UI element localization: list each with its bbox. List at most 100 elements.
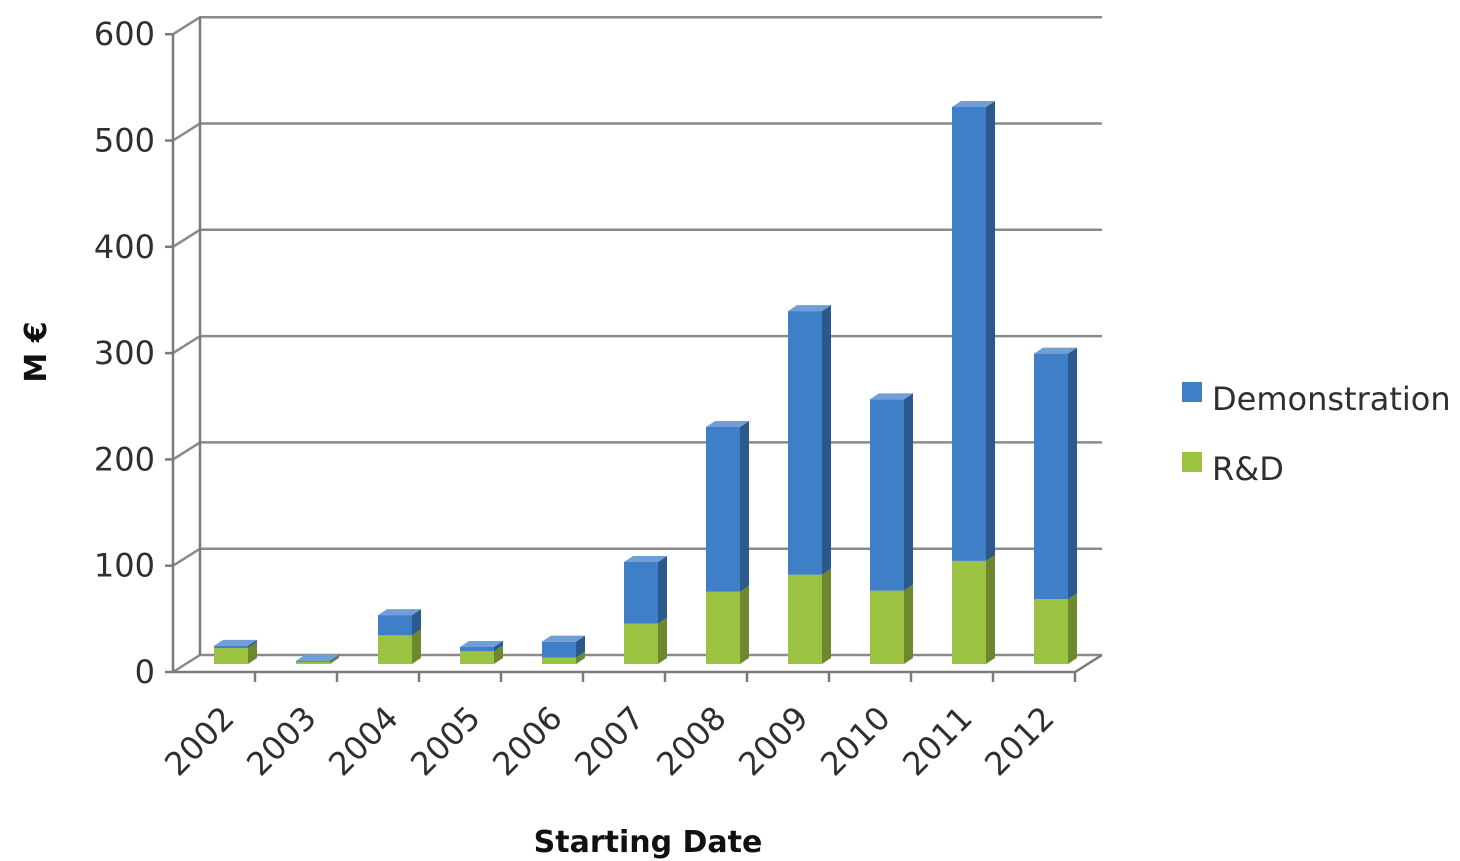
bar-demonstration-2003: [296, 654, 339, 662]
x-tick-label: 2012: [977, 699, 1061, 783]
bar-top-face: [952, 100, 995, 107]
bar-side-face: [576, 651, 585, 664]
y-tick-label: 200: [94, 440, 155, 478]
bar-demonstration-2008: [706, 420, 749, 592]
y-tick-label: 0: [135, 653, 155, 691]
bar-demonstration-2007: [624, 555, 667, 624]
bar-front-face: [870, 399, 904, 591]
legend-item: R&D: [1182, 450, 1284, 488]
x-tick-label: 2010: [813, 699, 897, 783]
bar-demonstration-2004: [378, 609, 421, 636]
bar-demonstration-2005: [460, 640, 503, 652]
x-tick-label: 2011: [895, 699, 979, 783]
bar-top-face: [378, 609, 421, 616]
gridline: [172, 15, 1102, 36]
bar-r-d-2009: [788, 568, 831, 664]
bar-front-face: [460, 646, 494, 652]
bar-front-face: [952, 560, 986, 664]
axes: [165, 17, 1103, 682]
bar-side-face: [412, 609, 421, 636]
x-tick-label: 2002: [157, 699, 241, 783]
bar-side-face: [904, 584, 913, 664]
y-axis-tick-labels: 0 100 200 300 400 500 600: [94, 15, 155, 691]
bar-r-d-2008: [706, 585, 749, 664]
legend-item: Demonstration: [1182, 380, 1451, 418]
x-tick-label: 2004: [321, 699, 405, 783]
x-tick-label: 2005: [403, 699, 487, 783]
bar-front-face: [788, 311, 822, 575]
bar-side-face: [740, 585, 749, 664]
x-axis-title: Starting Date: [534, 825, 763, 860]
x-tick-label: 2003: [239, 699, 323, 783]
bar-side-face: [494, 640, 503, 652]
bar-side-face: [822, 305, 831, 575]
x-tick-label: 2007: [567, 699, 651, 783]
x-tick-label: 2009: [731, 699, 815, 783]
bar-demonstration-2010: [870, 393, 913, 591]
bar-side-face: [904, 393, 913, 591]
bar-front-face: [378, 615, 412, 636]
bar-front-face: [378, 635, 412, 664]
bar-demonstration-2006: [542, 635, 585, 658]
legend-label: R&D: [1212, 450, 1284, 488]
bar-front-face: [870, 590, 904, 664]
bars: [214, 100, 1077, 664]
bar-side-face: [658, 617, 667, 664]
bar-r-d-2007: [624, 617, 667, 664]
bar-r-d-2010: [870, 584, 913, 664]
bar-side-face: [986, 100, 995, 561]
x-axis-tick-labels: 2002200320042005200620072008200920102011…: [157, 699, 1061, 783]
bar-front-face: [1034, 353, 1068, 600]
y-tick-label: 500: [94, 122, 155, 160]
y-tick-label: 600: [94, 15, 155, 53]
legend: Demonstration R&D: [1182, 380, 1451, 488]
bar-front-face: [296, 660, 330, 662]
bar-front-face: [542, 657, 576, 664]
legend-swatch: [1182, 382, 1202, 402]
bar-side-face: [412, 629, 421, 664]
bar-side-face: [986, 554, 995, 664]
bar-front-face: [706, 591, 740, 664]
bar-top-face: [788, 305, 831, 312]
bar-side-face: [1068, 593, 1077, 664]
bar-side-face: [1068, 347, 1077, 600]
x-tick-label: 2008: [649, 699, 733, 783]
bar-r-d-2012: [1034, 593, 1077, 664]
bar-front-face: [952, 106, 986, 561]
legend-label: Demonstration: [1212, 380, 1451, 418]
legend-swatch: [1182, 452, 1202, 472]
bar-side-face: [248, 639, 257, 649]
y-tick-label: 100: [94, 547, 155, 585]
bar-side-face: [330, 654, 339, 662]
bar-front-face: [460, 651, 494, 664]
y-tick-label: 300: [94, 334, 155, 372]
bar-front-face: [296, 661, 330, 664]
bar-side-face: [822, 568, 831, 664]
bar-demonstration-2002: [214, 639, 257, 649]
bar-top-face: [624, 555, 667, 562]
bar-front-face: [706, 426, 740, 592]
bar-demonstration-2009: [788, 305, 831, 575]
bar-r-d-2011: [952, 554, 995, 664]
bar-top-face: [870, 393, 913, 400]
bar-side-face: [494, 645, 503, 664]
bar-side-face: [658, 555, 667, 624]
bar-top-face: [706, 420, 749, 427]
bar-front-face: [624, 623, 658, 664]
bar-top-face: [542, 635, 585, 642]
bar-front-face: [214, 645, 248, 649]
y-axis-title: M €: [19, 321, 54, 382]
bar-front-face: [1034, 599, 1068, 664]
bar-side-face: [576, 635, 585, 658]
bar-front-face: [788, 574, 822, 664]
bar-demonstration-2012: [1034, 347, 1077, 600]
bar-front-face: [214, 648, 248, 664]
bar-top-face: [460, 640, 503, 647]
bar-front-face: [542, 641, 576, 658]
y-tick-label: 400: [94, 228, 155, 266]
bar-side-face: [248, 642, 257, 664]
x-tick-label: 2006: [485, 699, 569, 783]
bar-demonstration-2011: [952, 100, 995, 561]
